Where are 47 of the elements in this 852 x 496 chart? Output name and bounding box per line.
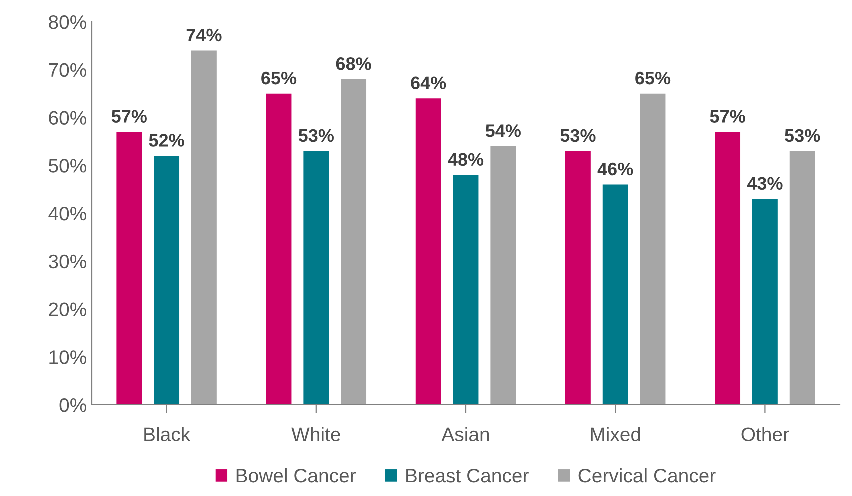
- bar: [490, 146, 516, 405]
- data-label: 46%: [598, 162, 634, 176]
- bar: [640, 94, 666, 405]
- data-label: 57%: [112, 110, 147, 123]
- bar: [266, 94, 292, 405]
- data-label: 54%: [486, 124, 521, 138]
- bar: [453, 175, 479, 405]
- x-tick-label: Mixed: [591, 427, 640, 442]
- bar: [602, 184, 628, 405]
- data-label: 65%: [636, 72, 671, 85]
- data-label: 74%: [186, 28, 222, 42]
- bar: [154, 156, 180, 405]
- data-label: 65%: [262, 72, 297, 85]
- bar: [416, 98, 442, 405]
- bar: [116, 132, 142, 405]
- y-tick-label: 60%: [49, 111, 86, 125]
- bar: [715, 132, 741, 405]
- legend-label: Breast Cancer: [406, 468, 529, 483]
- data-label: 43%: [747, 177, 783, 190]
- x-tick-label: White: [292, 427, 340, 442]
- x-tick-label: Other: [742, 427, 790, 442]
- y-tick-label: 30%: [48, 254, 86, 269]
- x-tick-label: Black: [144, 427, 191, 442]
- y-tick-label: 0%: [60, 398, 86, 412]
- y-tick-label: 20%: [49, 302, 86, 316]
- y-tick-label: 80%: [49, 15, 86, 30]
- data-label: 53%: [298, 129, 334, 142]
- y-tick-label: 50%: [49, 159, 86, 173]
- bar: [790, 151, 816, 405]
- bar: [565, 151, 591, 405]
- x-tick-label: Asian: [442, 427, 490, 442]
- y-tick-label: 10%: [50, 350, 86, 364]
- data-label: 48%: [448, 153, 484, 166]
- data-label: 68%: [336, 58, 372, 70]
- y-tick-label: 40%: [48, 206, 86, 221]
- data-label: 53%: [560, 129, 596, 142]
- y-tick-label: 70%: [49, 63, 86, 78]
- bar: [304, 151, 330, 405]
- legend-label: Bowel Cancer: [236, 468, 356, 483]
- data-label: 64%: [411, 76, 446, 90]
- legend-label: Cervical Cancer: [578, 468, 716, 483]
- data-label: 52%: [149, 134, 184, 147]
- bar: [752, 199, 778, 405]
- bar: [191, 50, 217, 405]
- data-label: 57%: [710, 110, 746, 123]
- bar: [341, 79, 367, 405]
- data-label: 53%: [785, 129, 820, 142]
